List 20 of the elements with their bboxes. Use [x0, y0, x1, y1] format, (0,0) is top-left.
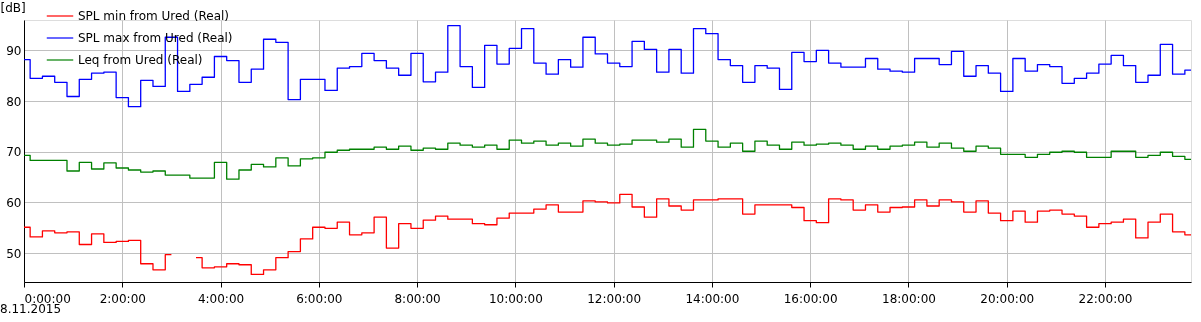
y-tick-label: 70	[6, 145, 22, 160]
x-tick-label: 16:00:00	[783, 291, 838, 306]
x-tick-label: 20:00:00	[980, 291, 1035, 306]
y-tick-label: 50	[6, 246, 22, 261]
x-tick-label: 4:00:00	[197, 291, 245, 306]
y-tick-label: 80	[6, 94, 22, 109]
y-tick-label: 90	[6, 43, 22, 58]
text: 8.11.2015	[0, 302, 62, 316]
x-tick-label: 10:00:00	[488, 291, 543, 306]
x-tick-label: 2:00:00	[99, 291, 146, 306]
x-tick-label: 8:00:00	[394, 291, 441, 306]
x-tick-label: 22:00:00	[1078, 291, 1133, 306]
x-tick-label: 14:00:00	[685, 291, 740, 306]
legend-label: SPL max from Ured (Real)	[78, 31, 233, 45]
y-axis-title: [dB]	[0, 0, 26, 15]
x-tick-label: 6:00:00	[296, 291, 343, 306]
x-tick-label: 18:00:00	[882, 291, 936, 306]
x-tick-label: 12:00:00	[587, 291, 642, 306]
y-tick-label: 60	[6, 195, 22, 210]
legend-label: SPL min from Ured (Real)	[78, 9, 230, 23]
